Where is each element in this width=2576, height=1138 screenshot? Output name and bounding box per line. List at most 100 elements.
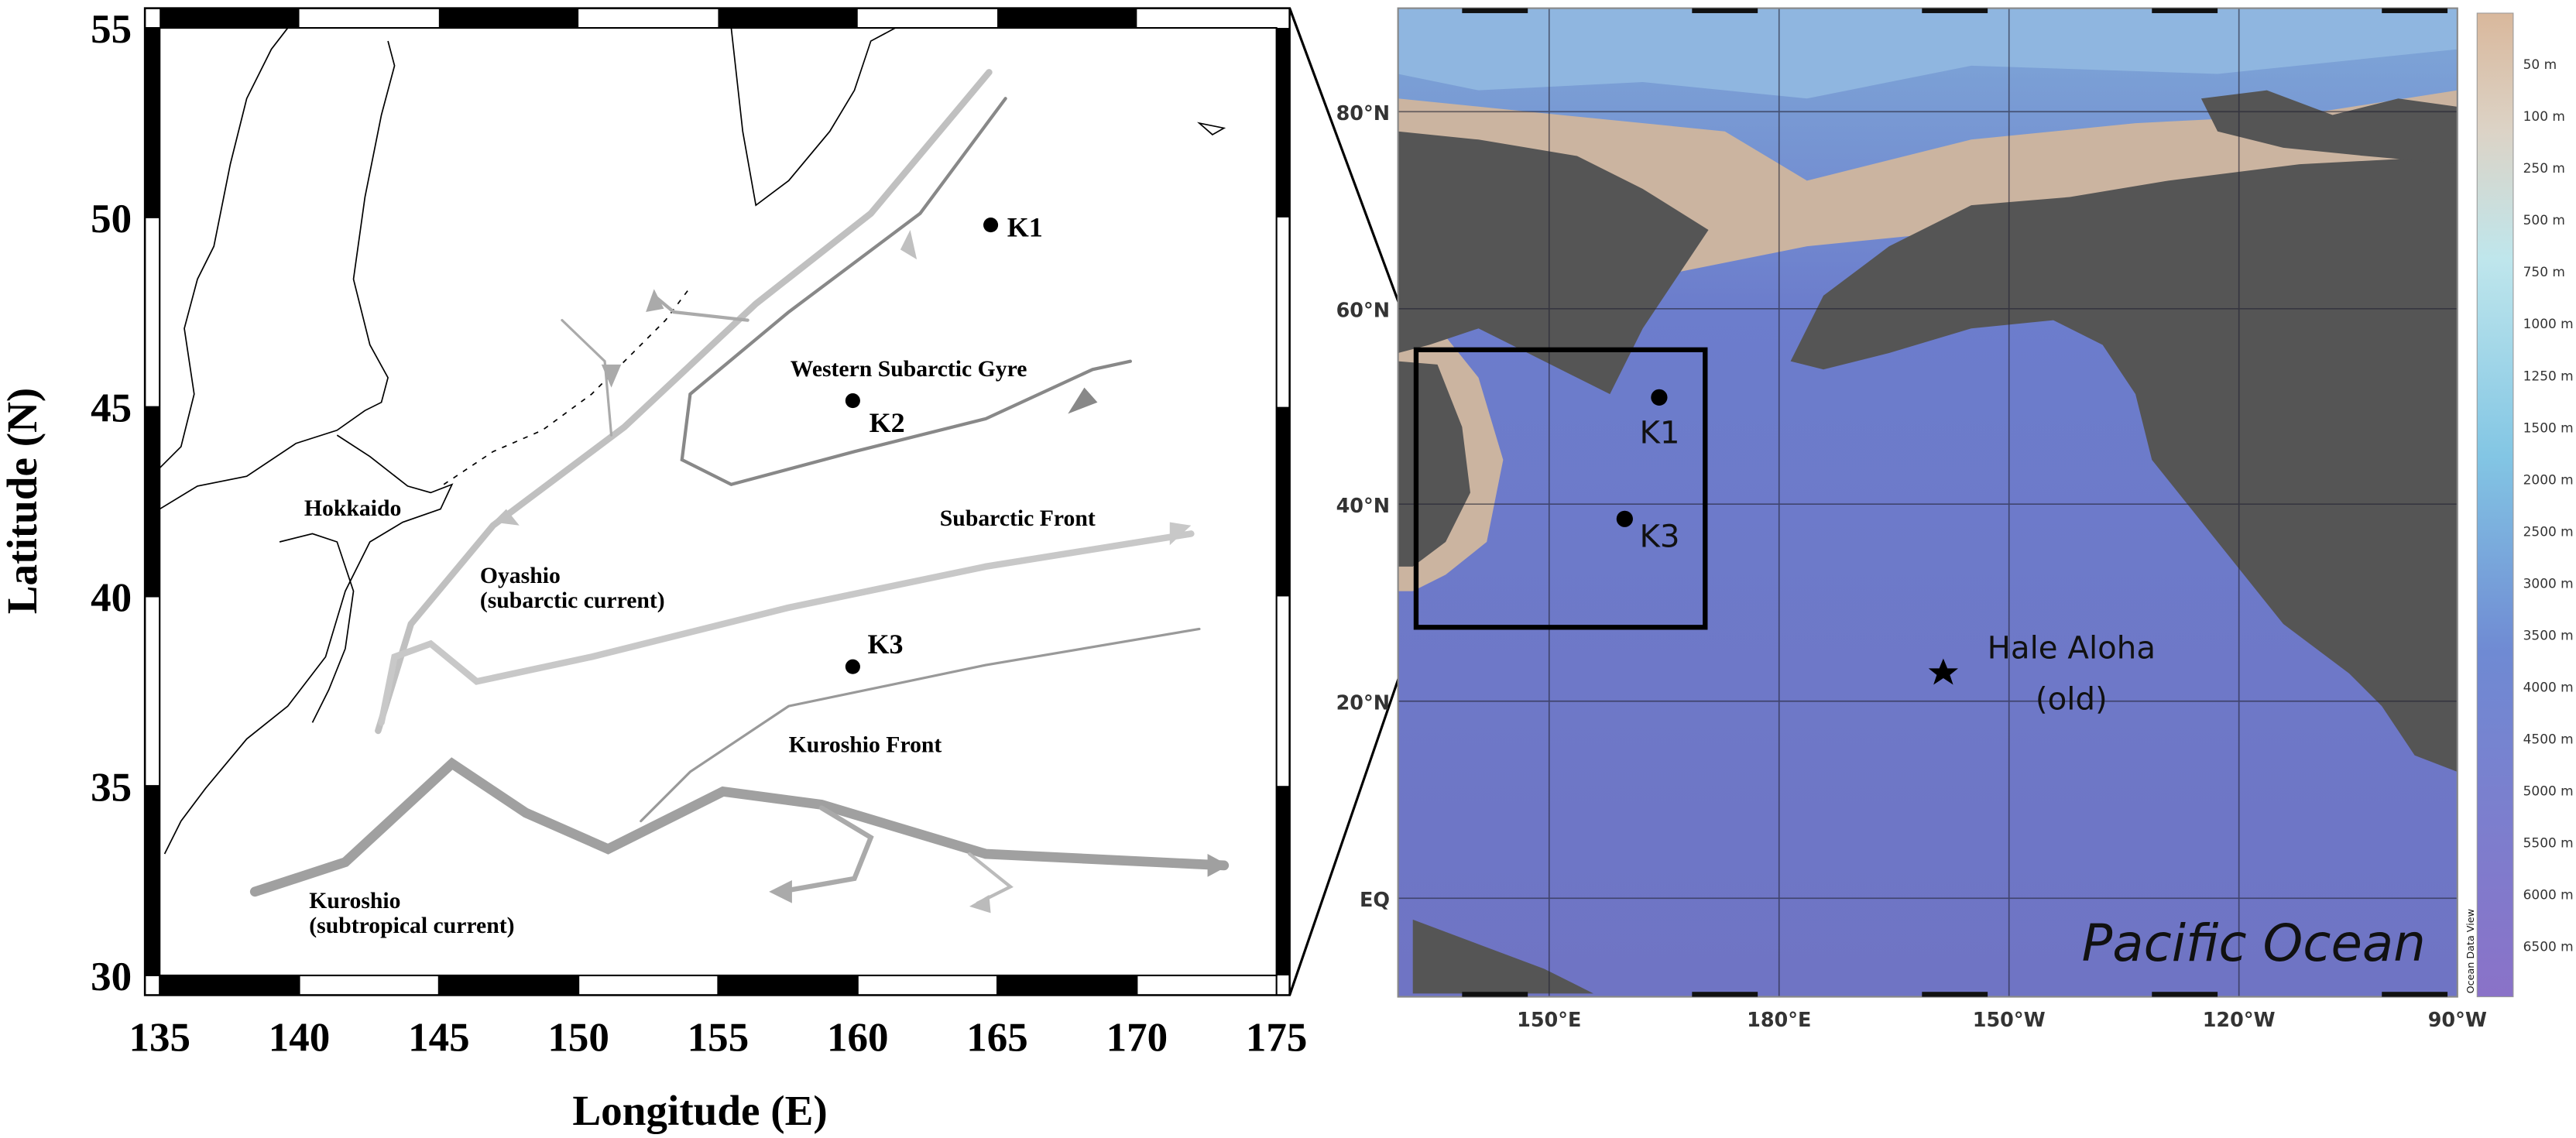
colorbar-label: 2000 m xyxy=(2523,471,2574,487)
border-bars xyxy=(145,8,1290,996)
branch-current xyxy=(561,319,613,437)
station-dot xyxy=(845,659,860,674)
border-bar xyxy=(1276,786,1290,975)
x-tick-label: 140 xyxy=(269,1016,331,1061)
station-dot xyxy=(1616,510,1633,527)
lat-label: 80°N xyxy=(1336,102,1390,125)
x-tick-label: 160 xyxy=(827,1016,889,1061)
border-bar xyxy=(1692,8,1758,13)
station-dot xyxy=(845,393,860,409)
border-bar xyxy=(145,406,160,597)
lon-label: 150°E xyxy=(1517,1009,1581,1032)
x-tick-label: 155 xyxy=(688,1016,749,1061)
colorbar-label: 100 m xyxy=(2523,108,2565,124)
station-label: K1 xyxy=(1007,211,1043,242)
border-bar xyxy=(438,8,579,29)
feature-label: Kuroshio Front xyxy=(789,733,942,758)
border-bar xyxy=(438,975,579,996)
lat-label: 60°N xyxy=(1336,299,1390,322)
y-axis-label: Latitude (N) xyxy=(0,388,46,615)
arrowhead xyxy=(601,364,622,388)
lat-label: EQ xyxy=(1360,889,1390,912)
left-map: K1 K2 K3 Hokkaido Western Subarctic Gyre… xyxy=(0,7,1307,1134)
honshu-coast xyxy=(279,533,355,723)
arctic-ocean xyxy=(1398,8,2458,99)
station-label: K2 xyxy=(870,407,905,438)
feature-label: (subtropical current) xyxy=(309,913,514,938)
border-bar xyxy=(1462,8,1528,13)
border-bar xyxy=(718,975,858,996)
border-bar xyxy=(2382,8,2448,13)
x-tick-label: 165 xyxy=(966,1016,1028,1061)
border-bar xyxy=(1462,992,1528,997)
credit: Ocean Data View xyxy=(2465,909,2476,993)
border-bar xyxy=(997,975,1137,996)
border-bar xyxy=(2152,992,2218,997)
feature-label: Western Subarctic Gyre xyxy=(791,357,1027,382)
border-bar xyxy=(159,8,300,29)
kuril-islands xyxy=(443,286,691,485)
currents xyxy=(249,69,1230,905)
lat-label: 20°N xyxy=(1336,691,1390,715)
colorbar-label: 6000 m xyxy=(2523,887,2574,903)
y-tick-label: 30 xyxy=(91,955,132,999)
border-bar xyxy=(1276,406,1290,597)
colorbar-label: 2500 m xyxy=(2523,523,2574,539)
arrowhead xyxy=(1068,387,1098,414)
colorbar-label: 50 m xyxy=(2523,57,2557,72)
border-bar xyxy=(2152,8,2218,13)
arrowhead xyxy=(1169,522,1192,546)
colorbar-label: 750 m xyxy=(2523,264,2565,279)
kuroshio-branch xyxy=(777,805,874,894)
feature-label: Oyashio xyxy=(480,564,561,588)
kamchatka-coast xyxy=(730,27,896,207)
x-tick-label: 150 xyxy=(547,1016,609,1061)
southeast-asia-land xyxy=(1412,919,1594,994)
x-tick-label: 175 xyxy=(1246,1016,1308,1061)
border-bar xyxy=(1922,992,1988,997)
lon-label: 120°W xyxy=(2203,1009,2276,1032)
asia-land xyxy=(1398,131,1709,395)
map-title: Pacific Ocean xyxy=(2082,913,2426,973)
border-bar xyxy=(997,8,1137,29)
site-star xyxy=(1928,658,1958,685)
feature-label: Kuroshio xyxy=(309,889,400,913)
left-ticks: 135 140 145 150 155 160 165 170 175 30 35 40 45 50 55 xyxy=(91,7,1307,1060)
x-tick-label: 145 xyxy=(408,1016,470,1061)
subarctic-gyre xyxy=(680,97,1132,487)
sakhalin-coast xyxy=(159,40,396,510)
border-bar xyxy=(2382,992,2448,997)
x-tick-label: 135 xyxy=(129,1016,190,1061)
lon-label: 150°W xyxy=(1973,1009,2046,1032)
place-label: Hokkaido xyxy=(304,496,401,521)
lon-label: 90°W xyxy=(2428,1009,2487,1032)
border-bar xyxy=(145,786,160,975)
oyashio-current xyxy=(375,69,993,735)
right-map: K1 K3 Hale Aloha (old) Pacific Ocean Oce… xyxy=(1336,7,2574,1032)
feature-label: (subarctic current) xyxy=(480,588,665,613)
arrowhead xyxy=(492,509,520,526)
site-label: Hale Aloha xyxy=(1988,630,2156,667)
station-label: K3 xyxy=(1639,518,1679,554)
x-tick-label: 170 xyxy=(1106,1016,1168,1061)
coastline xyxy=(159,27,1226,855)
colorbar-label: 5500 m xyxy=(2523,835,2574,851)
kuroshio-front xyxy=(640,627,1201,823)
border-bar xyxy=(159,975,300,996)
branch-current xyxy=(652,293,749,322)
zoom-connector xyxy=(1288,8,1418,351)
colorbar-label: 4500 m xyxy=(2523,731,2574,746)
asia-coast xyxy=(159,27,289,469)
stations xyxy=(845,218,999,674)
border-bar xyxy=(718,8,858,29)
colorbar-label: 500 m xyxy=(2523,212,2565,228)
graticule xyxy=(1398,8,2458,997)
station-dot xyxy=(983,218,999,233)
station-dot xyxy=(1651,389,1668,406)
border-bar xyxy=(145,28,160,218)
zoom-box xyxy=(1413,347,1708,630)
colorbar-label: 250 m xyxy=(2523,160,2565,176)
border-bar xyxy=(1692,992,1758,997)
station-label: K3 xyxy=(867,629,903,660)
